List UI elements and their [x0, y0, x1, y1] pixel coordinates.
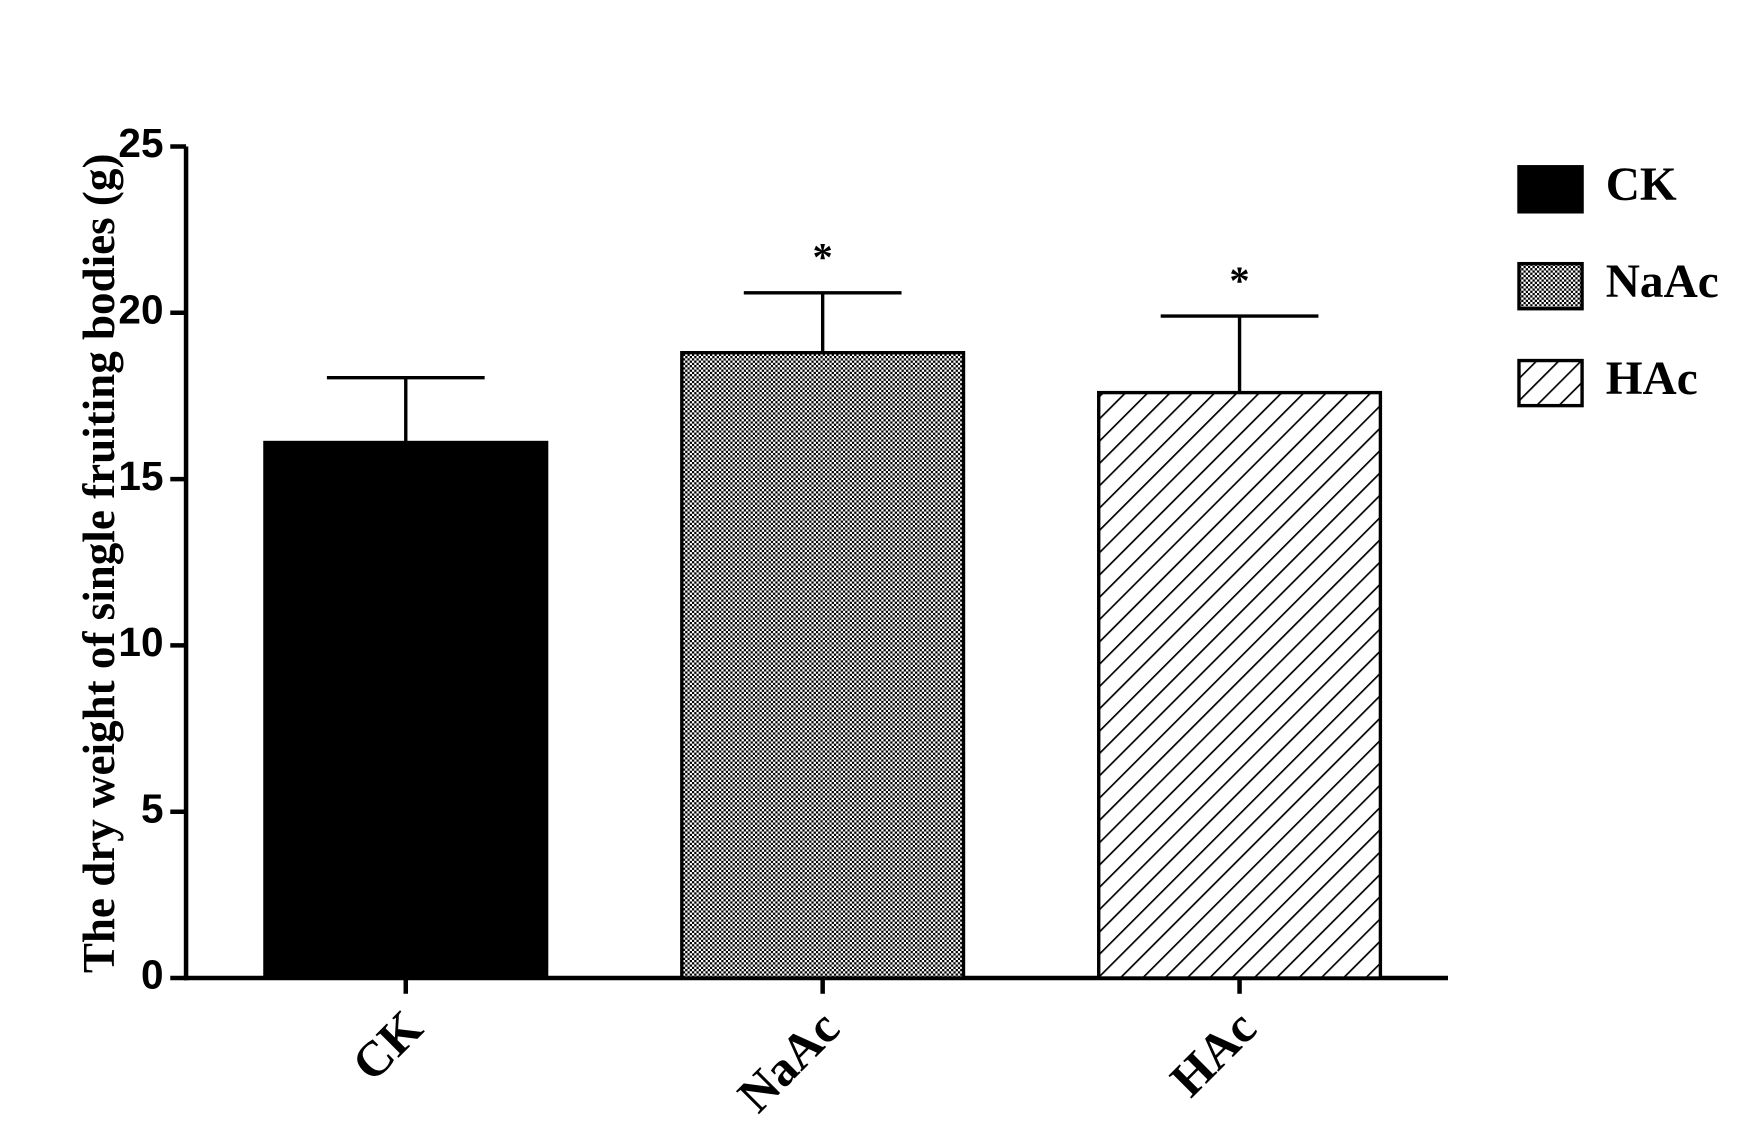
bar — [263, 440, 549, 980]
x-tick-label: NaAc — [727, 1000, 850, 1123]
y-tick-label: 10 — [118, 619, 163, 665]
x-tick-label: HAc — [1160, 1000, 1267, 1107]
legend-swatch — [1517, 358, 1584, 408]
legend-label: CK — [1606, 159, 1677, 211]
significance-mark: * — [1229, 258, 1249, 303]
y-tick-label: 15 — [118, 453, 163, 499]
bar — [1097, 390, 1383, 980]
y-tick-label: 25 — [118, 120, 163, 166]
legend-label: NaAc — [1606, 256, 1719, 308]
x-tick-label: CK — [341, 1000, 433, 1092]
y-tick-label: 5 — [141, 785, 164, 831]
bar — [680, 351, 966, 980]
legend-swatch — [1517, 261, 1584, 311]
significance-mark: * — [813, 235, 833, 280]
y-axis-label: The dry weight of single fruiting bodies… — [74, 154, 124, 974]
legend-label: HAc — [1606, 353, 1698, 405]
y-tick-label: 0 — [141, 952, 164, 998]
y-tick-label: 20 — [118, 286, 163, 332]
legend-swatch — [1517, 165, 1584, 214]
